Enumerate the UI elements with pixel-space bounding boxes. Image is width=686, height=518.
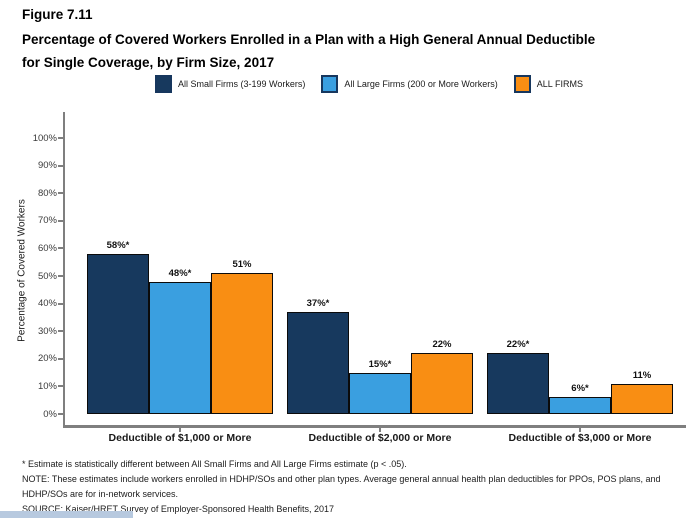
y-tick-label: 80% [37, 187, 57, 199]
y-tick-label: 0% [43, 408, 57, 420]
figure-title-line-1: Percentage of Covered Workers Enrolled i… [22, 32, 596, 47]
legend-label-all-large-firms: All Large Firms (200 or More Workers) [344, 79, 498, 89]
footnote-note: NOTE: These estimates include workers en… [22, 474, 661, 499]
figure-title: Percentage of Covered Workers Enrolled i… [22, 29, 672, 74]
bar-value-label-all-large-firms-category-3: 6%* [571, 383, 589, 394]
y-tick-mark [58, 275, 63, 277]
legend-item-all-firms: ALL FIRMS [513, 75, 583, 93]
legend-swatch-all-large-firms [321, 75, 339, 93]
y-tick-label: 60% [37, 242, 57, 254]
legend-swatch-all-firms [513, 75, 531, 93]
bar-all-large-firms-category-2 [349, 373, 411, 414]
y-tick-label: 100% [32, 132, 57, 144]
y-tick-mark [58, 413, 63, 415]
bar-all-small-firms-category-2 [287, 312, 349, 414]
x-tick-mark [379, 428, 381, 432]
y-tick-mark [58, 302, 63, 305]
figure-number: Figure 7.11 [22, 7, 93, 22]
x-category-label-3: Deductible of $3,000 or More [508, 432, 652, 444]
bar-value-label-all-small-firms-category-1: 58%* [106, 240, 130, 251]
bar-all-firms-category-1 [211, 273, 273, 414]
bar-value-label-all-large-firms-category-2: 15%* [368, 359, 392, 370]
legend-item-all-small-firms: All Small Firms (3-199 Workers) [155, 75, 305, 93]
y-tick-label: 10% [37, 380, 57, 392]
x-category-label-2: Deductible of $2,000 or More [308, 432, 452, 444]
bar-all-firms-category-3 [611, 384, 673, 414]
chart-legend: All Small Firms (3-199 Workers) All Large… [0, 75, 686, 93]
y-tick-mark [58, 164, 63, 167]
y-axis-line [63, 112, 65, 428]
footnote-asterisk: * Estimate is statistically different be… [22, 459, 407, 469]
footnotes: * Estimate is statistically different be… [22, 457, 677, 517]
bar-value-label-all-small-firms-category-3: 22%* [506, 339, 530, 350]
legend-swatch-all-small-firms [155, 75, 173, 93]
y-tick-label: 70% [37, 215, 57, 227]
bar-all-large-firms-category-3 [549, 397, 611, 414]
x-axis-line [63, 425, 686, 428]
legend-label-all-small-firms: All Small Firms (3-199 Workers) [178, 79, 306, 89]
y-tick-label: 30% [37, 325, 57, 337]
x-category-label-1: Deductible of $1,000 or More [108, 432, 252, 444]
y-tick-label: 20% [37, 353, 57, 365]
y-tick-label: 50% [37, 270, 57, 282]
y-tick-label: 40% [37, 298, 57, 310]
bar-value-label-all-large-firms-category-1: 48%* [168, 268, 192, 279]
bar-value-label-all-firms-category-1: 51% [232, 259, 252, 270]
y-tick-mark [58, 330, 63, 333]
bar-all-firms-category-2 [411, 353, 473, 414]
y-tick-mark [58, 357, 63, 360]
figure-title-line-2: for Single Coverage, by Firm Size, 2017 [22, 54, 275, 70]
accent-strip [0, 511, 133, 518]
y-tick-mark [58, 192, 63, 195]
y-tick-mark [58, 385, 63, 388]
bar-value-label-all-firms-category-2: 22% [432, 339, 452, 350]
x-tick-mark [179, 428, 181, 432]
bar-value-label-all-firms-category-3: 11% [632, 370, 652, 381]
bar-all-small-firms-category-1 [87, 254, 149, 414]
y-tick-mark [58, 137, 63, 139]
footnote-source: SOURCE: Kaiser/HRET Survey of Employer-S… [22, 504, 334, 514]
bar-all-large-firms-category-1 [149, 282, 211, 414]
y-tick-label: 90% [37, 160, 57, 172]
legend-item-all-large-firms: All Large Firms (200 or More Workers) [321, 75, 498, 93]
y-tick-mark [58, 247, 63, 250]
y-tick-mark [58, 219, 63, 222]
bar-value-label-all-small-firms-category-2: 37%* [306, 298, 330, 309]
legend-label-all-firms: ALL FIRMS [536, 79, 583, 89]
bar-all-small-firms-category-3 [487, 353, 549, 414]
x-tick-mark [579, 428, 581, 432]
